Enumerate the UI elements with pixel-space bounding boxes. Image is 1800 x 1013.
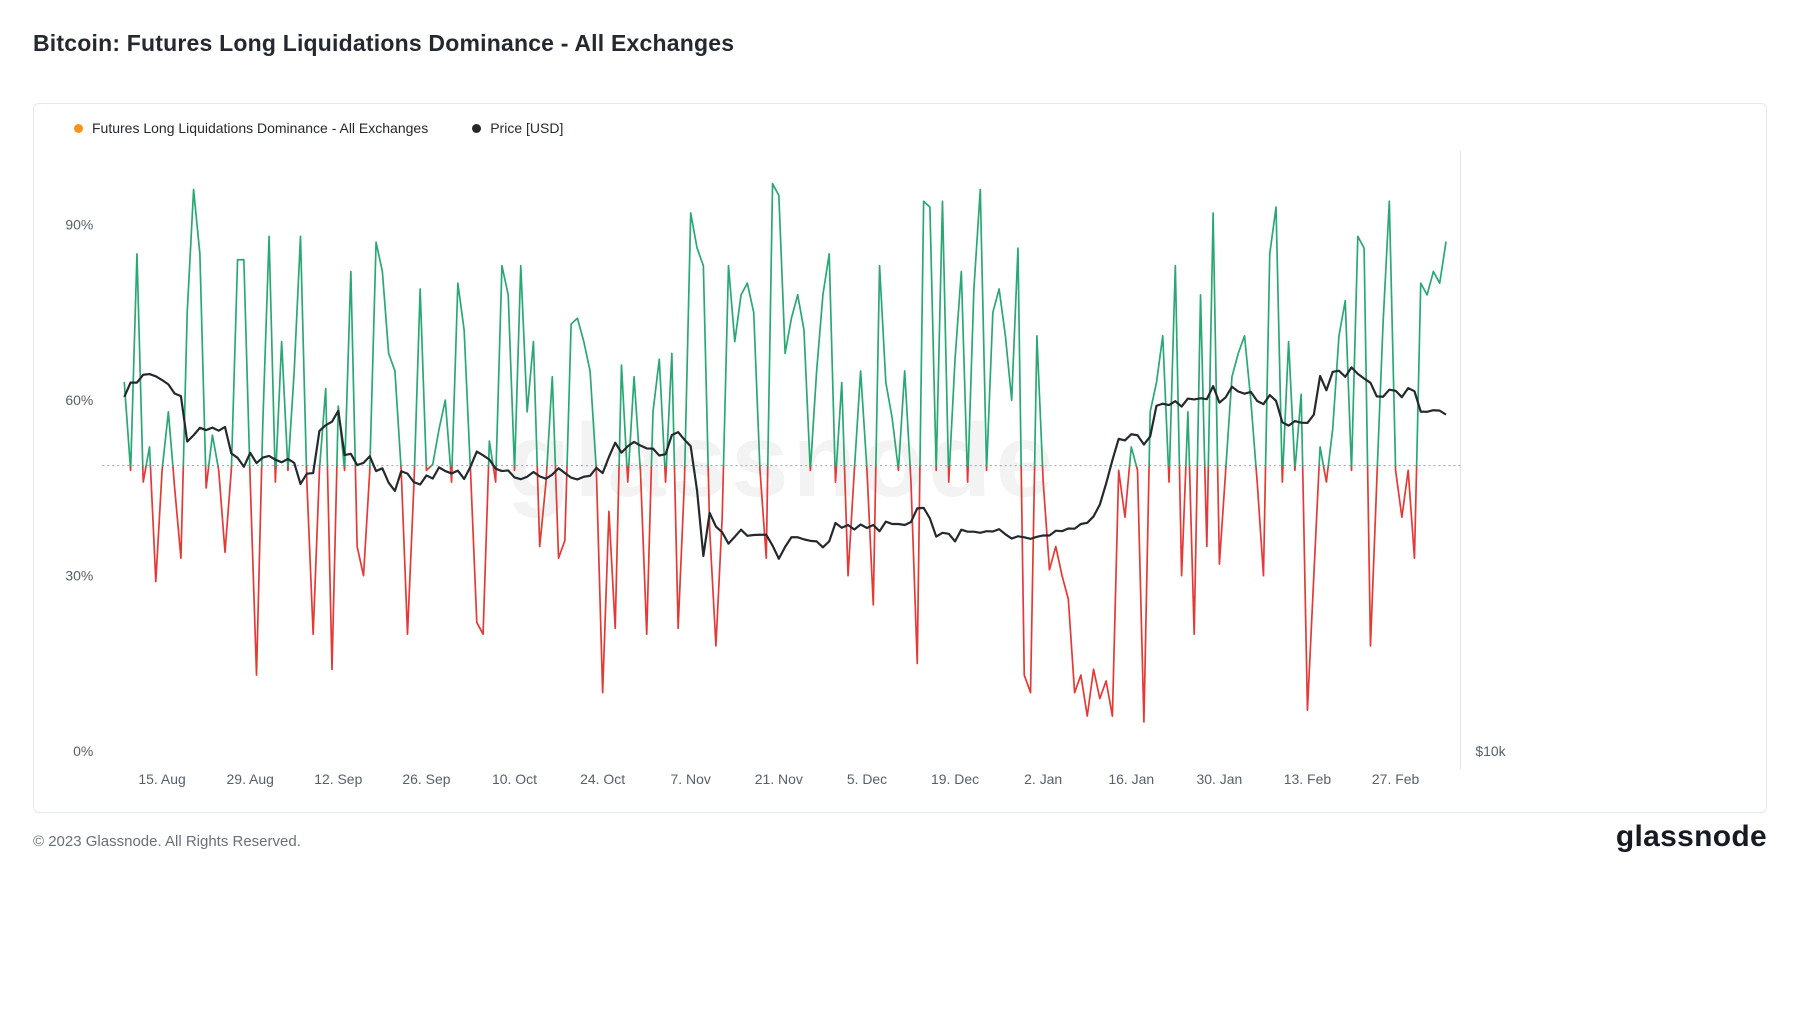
y-axis-label: 30%	[65, 568, 93, 584]
dominance-series-above-threshold	[123, 182, 1447, 467]
dominance-series-below-threshold	[129, 464, 1418, 723]
x-axis-label: 30. Jan	[1197, 771, 1243, 787]
chart-card: Futures Long Liquidations Dominance - Al…	[33, 103, 1767, 813]
legend-dot-price-icon	[472, 123, 482, 133]
x-axis-label: 16. Jan	[1108, 771, 1154, 787]
x-axis-label: 5. Dec	[847, 771, 887, 787]
price-series	[123, 366, 1447, 560]
legend-label-price: Price [USD]	[490, 120, 564, 136]
legend-item-dominance[interactable]: Futures Long Liquidations Dominance - Al…	[74, 120, 428, 136]
x-axis-label: 13. Feb	[1284, 771, 1332, 787]
page-title: Bitcoin: Futures Long Liquidations Domin…	[33, 30, 735, 56]
legend-dot-dominance-icon	[74, 123, 83, 133]
chart-canvas: 0% 30% 60% 90% 15. Aug 29. Aug 12. Sep 26. Sep 1…	[65, 150, 1506, 787]
y-axis-label: 90%	[65, 217, 93, 233]
y-axis-label: 60%	[65, 392, 93, 408]
x-axis-label: 15. Aug	[138, 771, 185, 787]
x-axis-label: 27. Feb	[1372, 771, 1420, 787]
x-axis-label: 29. Aug	[227, 771, 274, 787]
x-axis-label: 19. Dec	[931, 771, 979, 787]
x-axis-label: 10. Oct	[492, 771, 537, 787]
x-axis-label: 21. Nov	[755, 771, 803, 787]
x-axis-label: 7. Nov	[671, 771, 711, 787]
legend-label-dominance: Futures Long Liquidations Dominance - Al…	[92, 120, 429, 136]
x-axis-label: 12. Sep	[314, 771, 362, 787]
x-axis-label: 2. Jan	[1024, 771, 1062, 787]
glassnode-logo[interactable]: glassnode	[1615, 820, 1767, 853]
chart-legend: Futures Long Liquidations Dominance - Al…	[74, 120, 563, 136]
y-axis-label: 0%	[73, 743, 93, 759]
legend-item-price[interactable]: Price [USD]	[472, 120, 563, 136]
x-axis-label: 24. Oct	[580, 771, 625, 787]
x-axis-label: 26. Sep	[402, 771, 450, 787]
copyright: © 2023 Glassnode. All Rights Reserved.	[33, 833, 301, 850]
price-axis-label: $10k	[1475, 743, 1505, 759]
